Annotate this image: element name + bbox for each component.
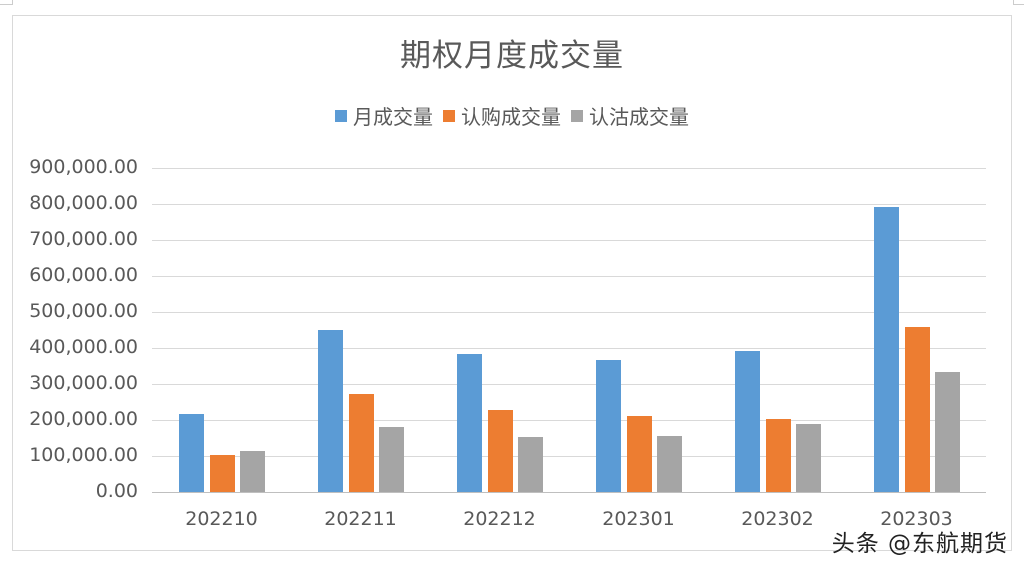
bar [735,351,760,492]
bar [796,424,821,492]
y-tick-label: 300,000.00 [29,372,138,394]
legend-item: 认沽成交量 [571,101,689,130]
gridline [152,456,986,457]
legend: 月成交量 认购成交量 认沽成交量 [0,101,1024,130]
gridline [152,168,986,169]
bar [518,437,543,492]
bar [657,436,682,492]
bar [179,414,204,492]
gridline [152,348,986,349]
x-tick-label: 202210 [185,508,258,530]
y-tick-label: 100,000.00 [29,444,138,466]
legend-swatch-icon [571,109,583,122]
y-tick-label: 400,000.00 [29,336,138,358]
x-axis-line [152,492,986,493]
bar [457,354,482,492]
bar [904,327,930,492]
legend-swatch-icon [443,109,455,122]
x-tick-label: 202212 [463,508,536,530]
y-tick-label: 900,000.00 [29,156,138,178]
legend-label: 月成交量 [353,105,433,129]
bar [626,416,652,492]
y-tick-label: 200,000.00 [29,408,138,430]
y-tick-label: 600,000.00 [29,264,138,286]
bar [348,394,374,492]
x-tick-label: 202301 [602,508,675,530]
frame-corner [1013,0,1024,5]
bar [874,207,899,492]
y-tick-label: 500,000.00 [29,300,138,322]
legend-item: 认购成交量 [443,101,561,130]
gridline [152,384,986,385]
bar [209,455,235,492]
watermark: 头条 @东航期货 [831,531,1008,557]
legend-swatch-icon [335,109,347,122]
chart-title: 期权月度成交量 [400,38,624,74]
bar [935,372,960,492]
bar [379,427,404,492]
gridline [152,276,986,277]
gridline [152,312,986,313]
bar [240,451,265,492]
x-tick-label: 202302 [741,508,814,530]
y-tick-label: 700,000.00 [29,228,138,250]
x-tick-label: 202303 [880,508,953,530]
bar [596,360,621,492]
gridline [152,204,986,205]
y-tick-label: 0.00 [95,480,138,502]
gridline [152,240,986,241]
legend-item: 月成交量 [335,101,433,130]
y-tick-label: 800,000.00 [29,192,138,214]
bar [487,410,513,492]
frame-corner [0,0,13,5]
gridline [152,420,986,421]
legend-label: 认购成交量 [461,105,561,129]
bar [318,330,343,492]
x-tick-label: 202211 [324,508,397,530]
legend-label: 认沽成交量 [589,105,689,129]
bar [765,419,791,492]
